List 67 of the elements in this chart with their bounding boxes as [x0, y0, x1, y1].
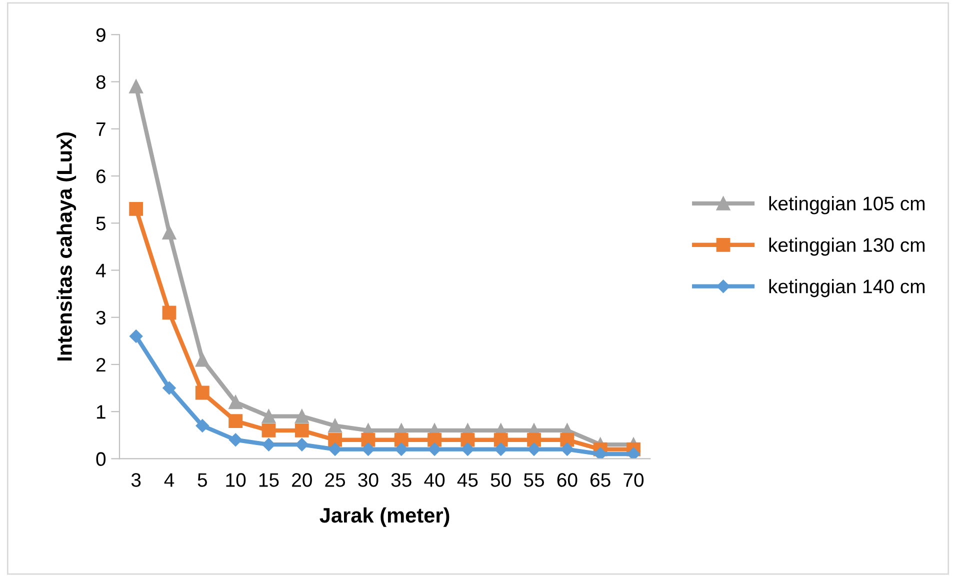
x-axis-title: Jarak (meter): [320, 507, 450, 527]
x-tick-label: 35: [391, 473, 412, 487]
point: [228, 414, 243, 428]
y-tick-label: 7: [96, 122, 106, 136]
point: [428, 442, 442, 456]
point: [129, 80, 144, 94]
x-tick-label: 65: [590, 473, 610, 487]
y-tick-label: 3: [96, 310, 106, 325]
point: [626, 447, 640, 459]
point: [560, 442, 574, 456]
point: [527, 442, 541, 456]
point: [494, 432, 508, 447]
point: [328, 442, 342, 456]
y-axis-title: Intensitas cahaya (Lux): [56, 132, 76, 360]
point: [494, 442, 508, 456]
point: [162, 306, 176, 320]
y-tick-label: 9: [96, 28, 106, 42]
x-tick-label: 4: [164, 473, 174, 487]
point: [527, 432, 541, 447]
y-tick-label: 6: [96, 169, 106, 184]
y-tick-label: 1: [96, 405, 106, 419]
point: [594, 447, 607, 459]
x-tick-label: 3: [131, 473, 141, 487]
x-tick-label: 25: [325, 473, 346, 487]
y-tick-label: 4: [96, 264, 106, 278]
point: [262, 423, 276, 438]
y-tick-label: 2: [96, 358, 106, 372]
point: [295, 438, 308, 452]
x-tick-label: 60: [557, 473, 578, 487]
legend-label: ketinggian 130 cm: [769, 238, 925, 256]
point: [228, 395, 243, 410]
y-tick-label: 0: [96, 452, 106, 466]
x-tick-label: 45: [457, 473, 478, 487]
x-tick-label: 50: [490, 473, 511, 487]
x-tick-label: 30: [358, 473, 378, 487]
point: [394, 432, 408, 447]
y-tick-label: 8: [96, 75, 106, 89]
x-tick-label: 55: [524, 473, 544, 487]
point: [428, 432, 442, 447]
point: [129, 330, 143, 343]
x-tick-label: 70: [624, 473, 644, 487]
point: [328, 418, 342, 433]
point: [195, 386, 210, 400]
point: [328, 432, 342, 447]
point: [162, 226, 176, 240]
y-tick-label: 5: [96, 216, 106, 230]
point: [460, 432, 475, 447]
point: [129, 202, 144, 216]
point: [262, 409, 276, 424]
point: [294, 423, 309, 438]
x-tick-label: 10: [226, 473, 246, 487]
point: [162, 381, 176, 395]
x-tick-label: 5: [198, 473, 207, 487]
point: [394, 442, 408, 456]
point: [195, 352, 210, 367]
legend-label: ketinggian 140 cm: [769, 279, 925, 298]
x-tick-label: 40: [424, 473, 445, 487]
point: [294, 409, 309, 424]
point: [461, 442, 474, 456]
point: [262, 438, 276, 452]
point: [228, 433, 242, 446]
x-tick-label: 20: [292, 473, 312, 487]
x-tick-label: 15: [259, 473, 279, 487]
legend-label: ketinggian 105 cm: [769, 196, 925, 214]
point: [560, 432, 574, 447]
point: [196, 419, 209, 432]
point: [362, 442, 375, 456]
